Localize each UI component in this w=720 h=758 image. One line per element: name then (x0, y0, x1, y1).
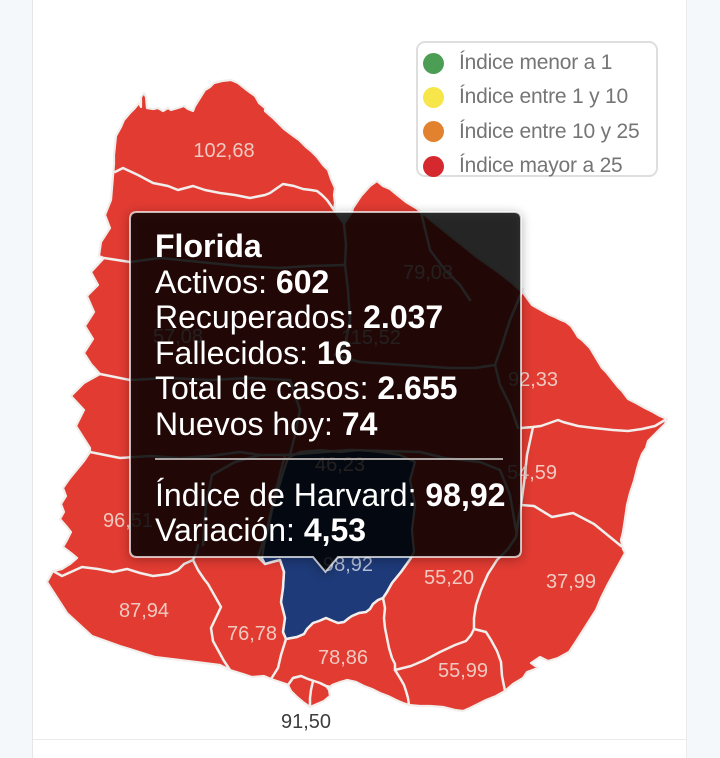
svg-text:102,68: 102,68 (193, 140, 254, 162)
svg-text:55,20: 55,20 (424, 567, 474, 589)
svg-text:91,50: 91,50 (281, 711, 331, 733)
svg-text:37,99: 37,99 (546, 571, 596, 593)
svg-text:55,99: 55,99 (438, 660, 488, 682)
svg-text:87,94: 87,94 (119, 600, 169, 622)
svg-text:78,86: 78,86 (318, 647, 368, 669)
svg-text:76,78: 76,78 (227, 623, 277, 645)
